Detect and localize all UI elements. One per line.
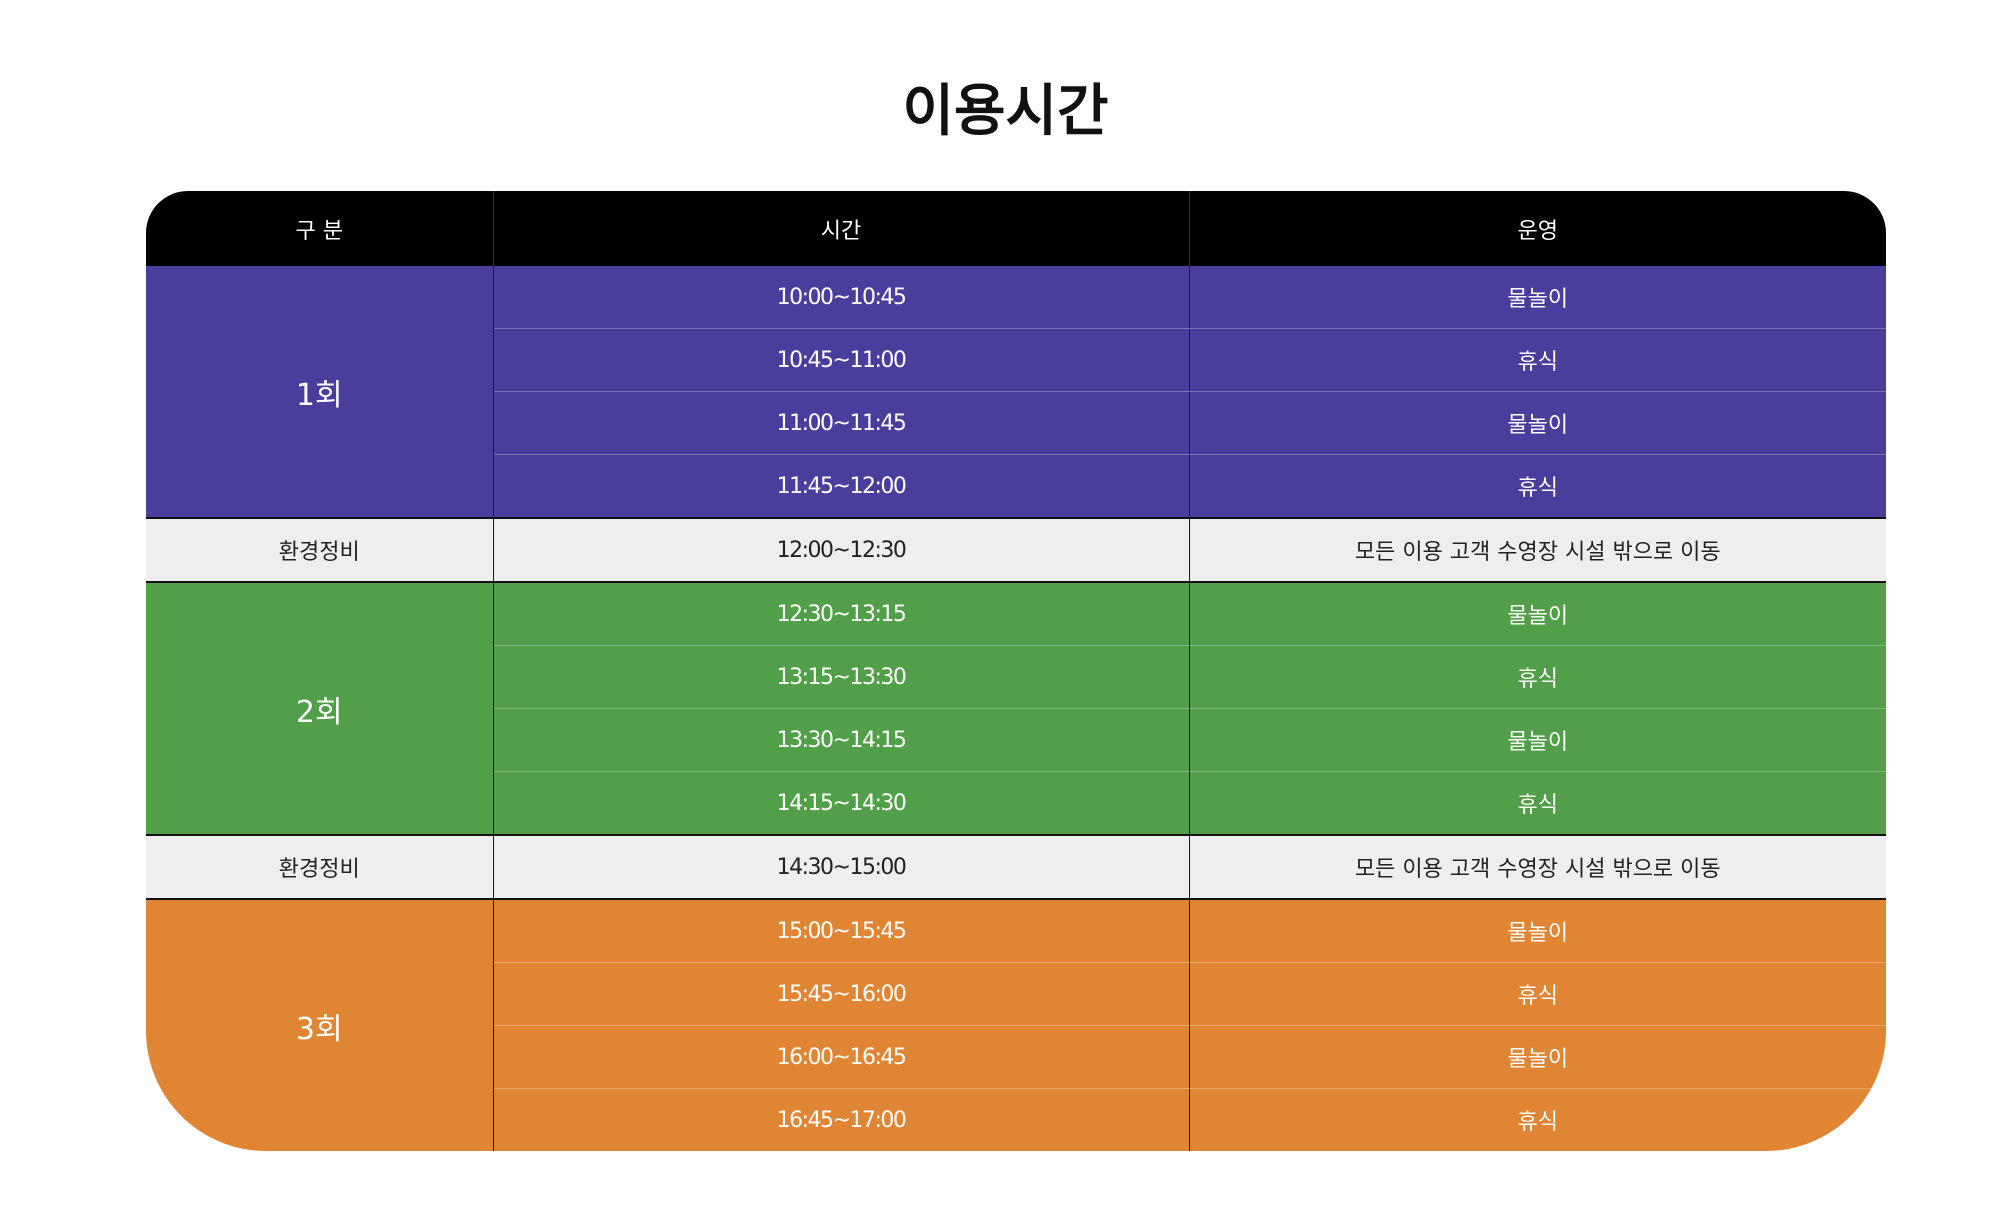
maintenance-label: 환경정비: [146, 517, 494, 583]
time-cell: 14:30~15:00: [493, 834, 1190, 900]
page-title: 이용시간: [902, 79, 1109, 144]
time-cell: 13:15~13:30: [493, 645, 1190, 709]
time-cell: 10:45~11:00: [493, 328, 1190, 392]
session-3-label: 3회: [146, 899, 494, 1151]
time-cell: 13:30~14:15: [493, 708, 1190, 772]
table-row: 10:45~11:00 휴식: [146, 328, 1886, 392]
time-cell: 10:00~10:45: [493, 266, 1190, 329]
activity-cell: 휴식: [1189, 645, 1886, 709]
table-row: 13:30~14:15 물놀이: [146, 708, 1886, 772]
time-cell: 16:45~17:00: [493, 1088, 1190, 1151]
table-row: 11:45~12:00 휴식: [146, 454, 1886, 518]
schedule-table: 구 분 시간 운영 1회 10:00~10:45 물놀이 10:45~11:00…: [146, 191, 1886, 1151]
header-row: 구 분 시간 운영: [146, 191, 1886, 266]
table-row: 3회 15:00~15:45 물놀이: [146, 899, 1886, 1151]
activity-cell: 물놀이: [1189, 266, 1886, 329]
table-row: 14:15~14:30 휴식: [146, 771, 1886, 835]
table-row: 15:45~16:00 휴식: [146, 962, 1886, 1026]
table-row: 2회 12:30~13:15 물놀이: [146, 582, 1886, 835]
maintenance-group-2: 환경정비 14:30~15:00 모든 이용 고객 수영장 시설 밖으로 이동: [146, 834, 1886, 900]
maintenance-label: 환경정비: [146, 834, 494, 900]
activity-cell: 모든 이용 고객 수영장 시설 밖으로 이동: [1189, 834, 1886, 900]
header-operation: 운영: [1189, 191, 1886, 266]
table-row: 11:00~11:45 물놀이: [146, 391, 1886, 455]
table-row: 16:00~16:45 물놀이: [146, 1025, 1886, 1089]
time-cell: 12:30~13:15: [493, 582, 1190, 646]
time-cell: 11:00~11:45: [493, 391, 1190, 455]
session-3-group: 3회 15:00~15:45 물놀이 15:45~16:00 휴식 16:00~…: [146, 899, 1886, 1151]
time-cell: 12:00~12:30: [493, 517, 1190, 583]
activity-cell: 물놀이: [1189, 582, 1886, 646]
header-category: 구 분: [146, 191, 494, 266]
activity-cell: 휴식: [1189, 771, 1886, 835]
session-2-label: 2회: [146, 582, 494, 835]
time-cell: 15:45~16:00: [493, 962, 1190, 1026]
maintenance-row: 환경정비 14:30~15:00 모든 이용 고객 수영장 시설 밖으로 이동: [146, 834, 1886, 900]
time-cell: 16:00~16:45: [493, 1025, 1190, 1089]
time-cell: 15:00~15:45: [493, 899, 1190, 963]
session-2-group: 2회 12:30~13:15 물놀이 13:15~13:30 휴식 13:30~…: [146, 582, 1886, 835]
activity-cell: 휴식: [1189, 328, 1886, 392]
activity-cell: 휴식: [1189, 454, 1886, 518]
maintenance-group-1: 환경정비 12:00~12:30 모든 이용 고객 수영장 시설 밖으로 이동: [146, 517, 1886, 583]
activity-cell: 물놀이: [1189, 391, 1886, 455]
table-row: 13:15~13:30 휴식: [146, 645, 1886, 709]
activity-cell: 휴식: [1189, 962, 1886, 1026]
maintenance-row: 환경정비 12:00~12:30 모든 이용 고객 수영장 시설 밖으로 이동: [146, 517, 1886, 583]
activity-cell: 물놀이: [1189, 1025, 1886, 1089]
schedule-grid: 구 분 시간 운영 1회 10:00~10:45 물놀이 10:45~11:00…: [146, 191, 1886, 1151]
session-1-group: 1회 10:00~10:45 물놀이 10:45~11:00 휴식 11:00~…: [146, 266, 1886, 518]
activity-cell: 휴식: [1189, 1088, 1886, 1151]
time-cell: 11:45~12:00: [493, 454, 1190, 518]
header-time: 시간: [493, 191, 1190, 266]
session-1-label: 1회: [146, 266, 494, 518]
table-row: 1회 10:00~10:45 물놀이: [146, 266, 1886, 518]
activity-cell: 모든 이용 고객 수영장 시설 밖으로 이동: [1189, 517, 1886, 583]
time-cell: 14:15~14:30: [493, 771, 1190, 835]
activity-cell: 물놀이: [1189, 899, 1886, 963]
table-row: 16:45~17:00 휴식: [146, 1088, 1886, 1151]
activity-cell: 물놀이: [1189, 708, 1886, 772]
